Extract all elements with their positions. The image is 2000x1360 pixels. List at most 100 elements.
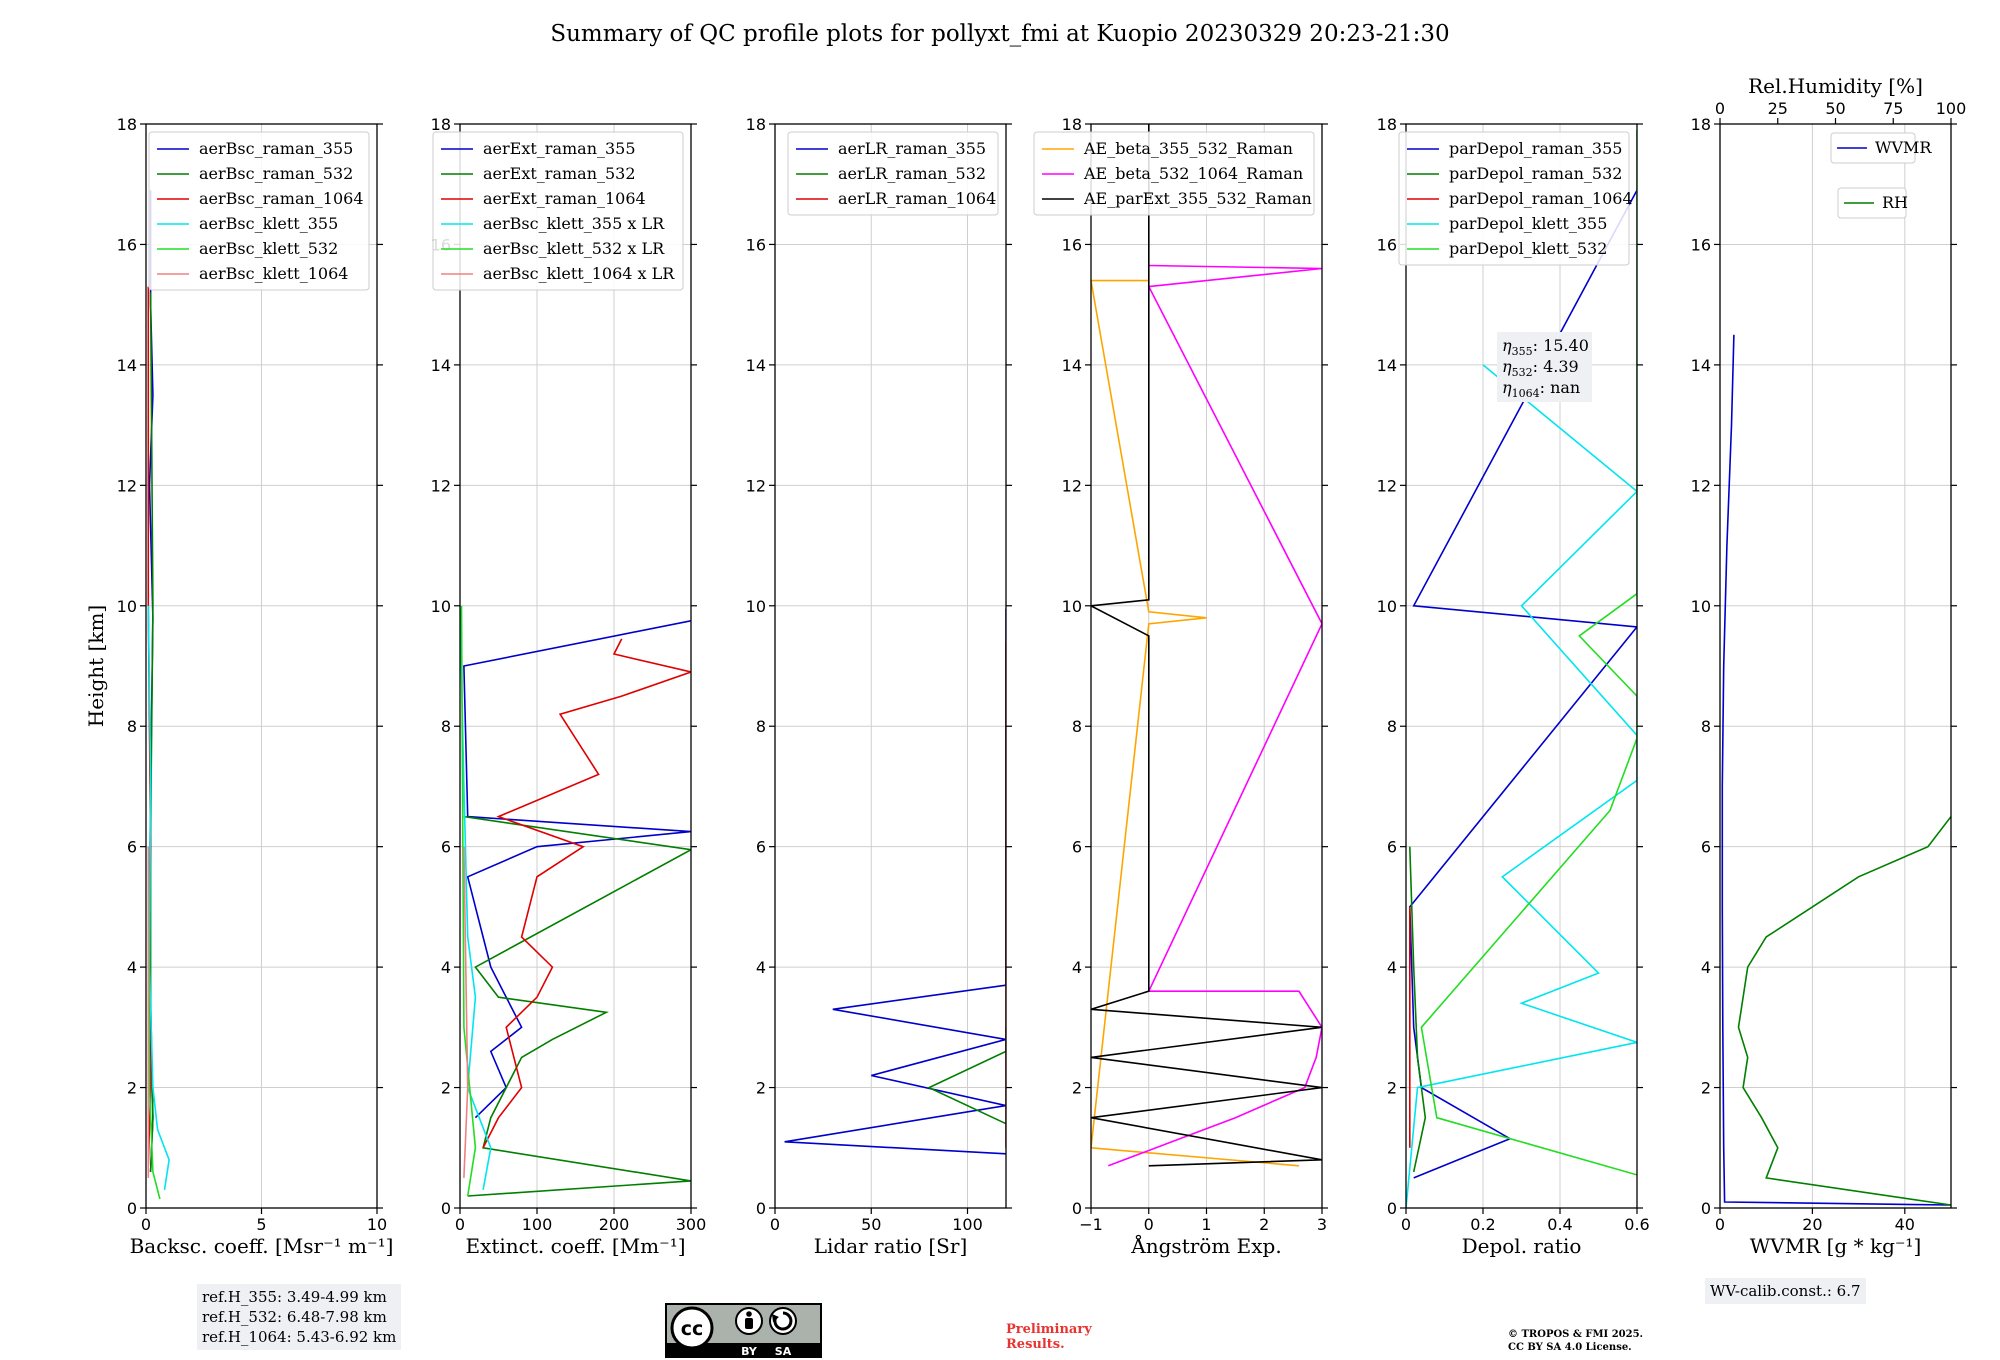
legend-box bbox=[787, 131, 999, 216]
y-tick-label: 14 bbox=[1691, 356, 1711, 375]
x-tick-label: 20 bbox=[1802, 1215, 1822, 1234]
x-tick-label: 2 bbox=[1259, 1215, 1269, 1234]
legend-label: WVMR bbox=[1875, 138, 1932, 157]
series-line-aerBsc_raman_532 bbox=[149, 292, 154, 1172]
svg-text:cc: cc bbox=[681, 1318, 704, 1340]
top-x-tick-label: 75 bbox=[1883, 99, 1903, 118]
copyright-line-2: CC BY SA 4.0 License. bbox=[1508, 1342, 1632, 1353]
legend-box bbox=[1033, 131, 1315, 216]
x-tick-label: −1 bbox=[1079, 1215, 1103, 1234]
y-tick-label: 14 bbox=[117, 356, 137, 375]
y-tick-label: 18 bbox=[431, 115, 451, 134]
y-tick-label: 0 bbox=[1072, 1199, 1082, 1218]
y-tick-label: 4 bbox=[127, 958, 137, 977]
y-tick-label: 6 bbox=[1701, 838, 1711, 857]
top-x-axis-label: Rel.Humidity [%] bbox=[1748, 74, 1923, 98]
y-tick-label: 6 bbox=[1387, 838, 1397, 857]
x-tick-label: 300 bbox=[676, 1215, 707, 1234]
legend-label: AE_parExt_355_532_Raman bbox=[1083, 189, 1312, 208]
x-axis-label: Backsc. coeff. [Msr⁻¹ m⁻¹] bbox=[130, 1234, 394, 1258]
y-tick-label: 6 bbox=[127, 838, 137, 857]
y-tick-label: 4 bbox=[1701, 958, 1711, 977]
top-x-tick-label: 25 bbox=[1768, 99, 1788, 118]
legend-label: aerBsc_raman_1064 bbox=[199, 189, 364, 208]
y-tick-label: 12 bbox=[746, 476, 766, 495]
cc-by-label: BY bbox=[741, 1345, 758, 1358]
cc-logo-icon: cc bbox=[670, 1306, 714, 1350]
x-axis-label: Depol. ratio bbox=[1462, 1234, 1582, 1258]
y-tick-label: 8 bbox=[1387, 717, 1397, 736]
x-tick-label: 0.2 bbox=[1470, 1215, 1495, 1234]
y-tick-label: 18 bbox=[746, 115, 766, 134]
series-line-AE_beta_532_1064_Raman bbox=[1108, 264, 1322, 1167]
series-line-parDepol_klett_355 bbox=[1406, 364, 1637, 1208]
legend-label: aerBsc_klett_355 bbox=[199, 214, 338, 233]
axes-frame bbox=[1719, 123, 1952, 1209]
y-tick-label: 2 bbox=[1387, 1079, 1397, 1098]
y-tick-label: 2 bbox=[756, 1079, 766, 1098]
y-tick-label: 8 bbox=[441, 717, 451, 736]
y-tick-label: 2 bbox=[441, 1079, 451, 1098]
legend-label: parDepol_raman_1064 bbox=[1449, 189, 1633, 208]
y-tick-label: 4 bbox=[441, 958, 451, 977]
legend-label: aerBsc_klett_532 bbox=[199, 239, 338, 258]
x-tick-label: 0 bbox=[455, 1215, 465, 1234]
series-line-aerLR_raman_532 bbox=[927, 1027, 1006, 1125]
figure-title: Summary of QC profile plots for pollyxt_… bbox=[550, 21, 1450, 47]
y-tick-label: 4 bbox=[756, 958, 766, 977]
x-tick-label: 0 bbox=[770, 1215, 780, 1234]
legend-label: aerLR_raman_1064 bbox=[838, 189, 996, 208]
series-line-aerLR_raman_355 bbox=[784, 608, 1006, 1155]
series-line-AE_parExt_355_532_Raman bbox=[1091, 124, 1322, 1167]
y-tick-label: 6 bbox=[756, 838, 766, 857]
x-tick-label: 100 bbox=[522, 1215, 553, 1234]
refh-532: ref.H_532: 6.48-7.98 km bbox=[202, 1308, 387, 1326]
x-tick-label: 0 bbox=[1401, 1215, 1411, 1234]
legend-label: aerBsc_klett_355 x LR bbox=[483, 214, 665, 233]
eta-box bbox=[1497, 332, 1592, 402]
share-alike-icon bbox=[769, 1307, 797, 1335]
y-tick-label: 8 bbox=[1701, 717, 1711, 736]
legend-label: RH bbox=[1882, 193, 1908, 212]
x-tick-label: 3 bbox=[1317, 1215, 1327, 1234]
y-tick-label: 12 bbox=[1377, 476, 1397, 495]
x-axis-label: Lidar ratio [Sr] bbox=[814, 1234, 968, 1258]
x-tick-label: 200 bbox=[599, 1215, 630, 1234]
y-tick-label: 4 bbox=[1387, 958, 1397, 977]
y-tick-label: 18 bbox=[1377, 115, 1397, 134]
x-tick-label: 0 bbox=[141, 1215, 151, 1234]
axes-frame bbox=[459, 123, 692, 1209]
wv-calib-box: WV-calib.const.: 6.7 bbox=[1705, 1278, 1866, 1304]
x-tick-label: 0.6 bbox=[1624, 1215, 1649, 1234]
series-line-aerExt_raman_1064 bbox=[482, 638, 691, 1149]
legend-box bbox=[1830, 132, 1916, 164]
y-tick-label: 14 bbox=[431, 356, 451, 375]
series-line-aerBsc_klett_1064 x LR bbox=[463, 846, 469, 1178]
x-tick-label: 0 bbox=[1715, 1215, 1725, 1234]
wv-calib-const: WV-calib.const.: 6.7 bbox=[1710, 1282, 1861, 1300]
x-tick-label: 40 bbox=[1895, 1215, 1915, 1234]
y-tick-label: 14 bbox=[1377, 356, 1397, 375]
x-tick-label: 100 bbox=[952, 1215, 983, 1234]
legend-label: aerExt_raman_1064 bbox=[483, 189, 646, 208]
reference-height-box: ref.H_355: 3.49-4.99 km ref.H_532: 6.48-… bbox=[197, 1284, 402, 1350]
legend-label: aerBsc_klett_1064 bbox=[199, 264, 348, 283]
legend-label: aerLR_raman_532 bbox=[838, 164, 986, 183]
preliminary-line-1: Preliminary bbox=[1006, 1322, 1092, 1337]
x-axis-label: Extinct. coeff. [Mm⁻¹] bbox=[465, 1234, 685, 1258]
y-tick-label: 16 bbox=[1062, 235, 1082, 254]
y-tick-label: 10 bbox=[1062, 597, 1082, 616]
y-tick-label: 16 bbox=[117, 235, 137, 254]
legend-label: aerBsc_raman_532 bbox=[199, 164, 353, 183]
panel-extinction: 0246810121416180100200300Extinct. coeff.… bbox=[431, 115, 707, 1258]
copyright-note: © TROPOS & FMI 2025. CC BY SA 4.0 Licens… bbox=[1508, 1328, 1643, 1354]
panel-depol: 0 2 4 6 8 10 12 14 16 18 0 0.2 0.4 0.6 Depol. ratio par… bbox=[1377, 115, 1650, 1258]
legend-label: AE_beta_532_1064_Raman bbox=[1083, 164, 1303, 183]
legend-label: AE_beta_355_532_Raman bbox=[1083, 139, 1293, 158]
y-tick-label: 0 bbox=[127, 1199, 137, 1218]
refh-1064: ref.H_1064: 5.43-6.92 km bbox=[202, 1328, 397, 1346]
